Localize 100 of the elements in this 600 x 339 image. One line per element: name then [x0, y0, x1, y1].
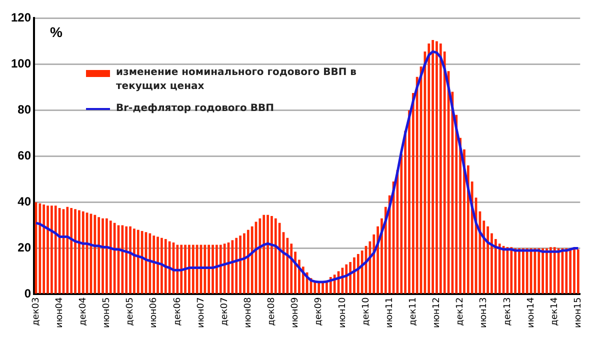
bar [94, 214, 96, 294]
x-tick-label: июн10 [338, 296, 348, 328]
bar [278, 222, 281, 294]
bar [98, 217, 100, 294]
x-tick-label: июн09 [290, 296, 301, 328]
x-tick-label: июн08 [243, 296, 254, 328]
y-tick-label: 0 [24, 286, 32, 301]
bar [436, 41, 438, 294]
bar [176, 244, 179, 294]
bar [148, 233, 152, 294]
x-tick-label: июн15 [574, 297, 584, 328]
x-tick-label: дек11 [408, 297, 419, 326]
bar [42, 204, 46, 294]
y-tick-label: 80 [18, 102, 32, 117]
x-tick-label: дек09 [314, 296, 324, 326]
bar [553, 247, 556, 294]
bar [188, 244, 190, 294]
bar [219, 244, 222, 294]
bar [156, 236, 159, 294]
x-tick-label: дек10 [361, 296, 372, 326]
x-tick-label: дек03 [31, 297, 42, 326]
bar [270, 216, 273, 294]
bar [184, 244, 186, 294]
x-tick-label: дек08 [267, 296, 278, 326]
bar [208, 244, 210, 294]
bar [46, 206, 49, 294]
bar [526, 248, 528, 294]
bar [538, 248, 540, 294]
bar [121, 225, 124, 294]
bar [109, 220, 112, 294]
bar [160, 238, 163, 294]
bar [246, 230, 250, 294]
x-tick-label: июн06 [149, 296, 160, 328]
bar [274, 218, 277, 294]
bar [577, 249, 580, 294]
bar [164, 239, 167, 294]
x-tick-label: июн05 [102, 297, 112, 328]
bar [216, 244, 218, 294]
x-tick-label: июн13 [479, 297, 490, 328]
bar [54, 206, 57, 294]
x-tick-label: июн14 [526, 296, 536, 328]
bar [74, 209, 76, 294]
bar [522, 248, 524, 294]
bar [573, 248, 576, 294]
bar [569, 248, 572, 294]
x-tick-label: дек13 [502, 297, 513, 326]
bar [152, 236, 156, 294]
y-tick-label: 60 [18, 148, 32, 163]
bar [102, 218, 104, 294]
x-tick-label: дек12 [456, 297, 466, 326]
legend-label: изменение номинального годового ВВП в текущих ценах [116, 66, 358, 94]
bar [136, 230, 140, 294]
x-tick-label: дек04 [78, 296, 88, 326]
x-tick-label: дек06 [172, 296, 183, 326]
x-tick-label: дек14 [550, 296, 560, 326]
bar [106, 218, 108, 294]
bar [510, 247, 513, 294]
y-axis-title: % [50, 24, 64, 40]
bar [345, 264, 348, 294]
bar [250, 226, 254, 294]
bar [356, 254, 360, 294]
bar [223, 244, 226, 294]
bar [439, 44, 442, 294]
x-tick-label: дек07 [220, 297, 230, 326]
x-tick-label: июн11 [384, 297, 395, 328]
bar [235, 238, 238, 294]
bar [514, 248, 516, 294]
legend-label: Br-дефлятор годового ВВП [116, 102, 274, 116]
x-tick-label: дек05 [126, 297, 136, 326]
bar [192, 244, 194, 294]
x-tick-label: июн12 [432, 297, 442, 328]
y-tick-label: 100 [10, 56, 32, 71]
bar [66, 206, 69, 294]
bar [38, 203, 42, 294]
bar [133, 228, 136, 294]
y-tick-label: 120 [10, 10, 32, 25]
x-tick-label: июн07 [196, 297, 206, 328]
bar [82, 211, 84, 294]
bar [353, 257, 356, 294]
bar [239, 236, 242, 294]
bar [546, 248, 548, 294]
bar [542, 248, 544, 294]
bar [129, 226, 132, 294]
bar [125, 226, 128, 294]
bar [549, 247, 552, 294]
y-tick-label: 40 [18, 194, 32, 209]
bar [50, 206, 53, 294]
bar [70, 208, 73, 294]
bar [243, 233, 246, 294]
bar [78, 210, 80, 294]
x-tick-label: июн04 [54, 296, 65, 328]
bar [432, 40, 434, 294]
bar [196, 244, 198, 294]
bar [212, 244, 214, 294]
bar [262, 214, 266, 294]
bar [266, 214, 269, 294]
y-tick-label: 20 [18, 240, 32, 255]
bar [518, 248, 520, 294]
bar [180, 244, 183, 294]
bar [565, 248, 568, 294]
